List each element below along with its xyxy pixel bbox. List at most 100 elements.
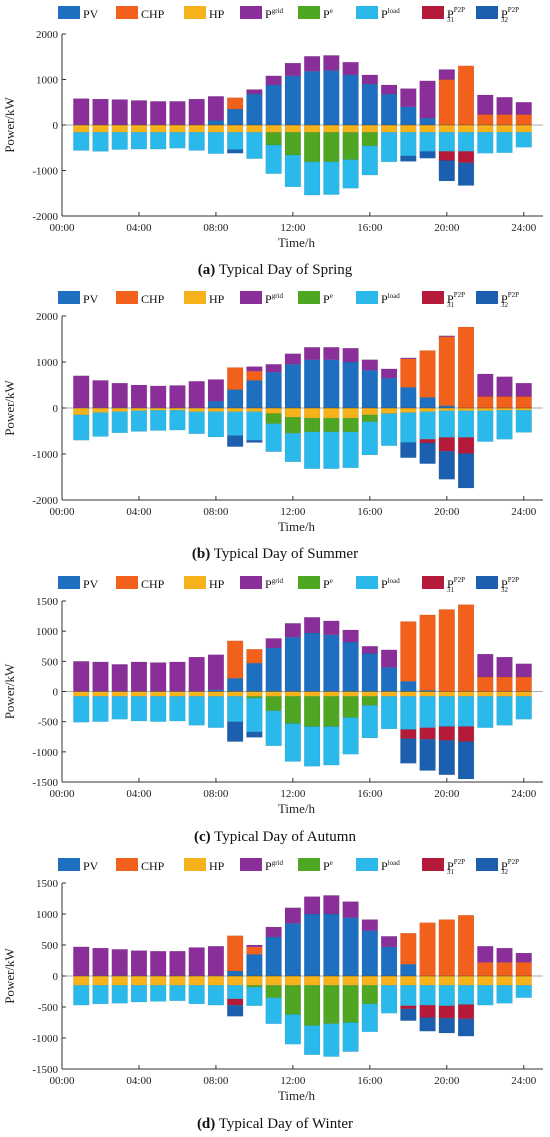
- legend-label-load: Pload: [381, 7, 400, 21]
- bar-HP-h19: [419, 124, 436, 133]
- bar-e-h12: [284, 985, 301, 1015]
- bar-grid-h15: [342, 62, 359, 76]
- legend: PV CHP HP Pgrid Pe Pload PP2P 31 PP2P 32: [58, 291, 519, 309]
- chart-panel-3: PV CHP HP Pgrid Pe Pload PP2P 31 PP2P 32-1500-100…: [2, 576, 543, 845]
- bar-HP-h4: [130, 691, 148, 697]
- bar-grid-h13: [304, 617, 321, 634]
- legend-swatch-CHP: [116, 6, 138, 19]
- bar-HP-h7: [188, 407, 205, 412]
- bar-CHP-h24: [515, 962, 532, 977]
- bar-CHP-h18: [400, 621, 417, 682]
- bar-load-h10: [246, 411, 263, 441]
- bar-grid-h18: [400, 88, 417, 107]
- bar-HP-h9: [227, 691, 244, 697]
- bar-HP-h22: [477, 407, 494, 411]
- bar-PV-h19: [419, 397, 436, 409]
- bar-CHP-h10: [246, 371, 263, 381]
- bar-load-h13: [304, 431, 321, 469]
- bar-CHP-h21: [457, 65, 475, 126]
- x-tick-label: 00:00: [49, 222, 75, 234]
- bar-HP-h2: [92, 407, 109, 413]
- bar-HP-h1: [73, 124, 90, 133]
- bar-grid-h23: [496, 947, 513, 963]
- bar-PV-h10: [246, 380, 263, 409]
- bar-CHP-h19: [419, 614, 436, 691]
- bar-PV-h17: [380, 667, 398, 692]
- bar-PV-h13: [304, 71, 321, 126]
- legend-label-HP: HP: [209, 7, 225, 21]
- bar-load-h3: [111, 132, 128, 150]
- bar-HP-h16: [361, 975, 378, 986]
- bar-CHP-h20: [438, 609, 455, 692]
- legend-sup-text: grid: [272, 577, 284, 585]
- bar-load-h8: [207, 696, 225, 728]
- legend-sup-text: P2P: [508, 858, 519, 866]
- bar-PV-h17: [380, 377, 398, 409]
- bar-PV-h15: [342, 641, 359, 692]
- legend-sup-text: e: [330, 292, 333, 300]
- legend-sup-text: e: [330, 577, 333, 585]
- bar-HP-h23: [496, 124, 513, 133]
- bar-CHP-h24: [515, 676, 532, 692]
- bar-HP-h4: [130, 407, 148, 411]
- y-tick-label: 1000: [36, 357, 59, 369]
- legend-swatch-e: [298, 858, 320, 871]
- bar-HP-h20: [438, 407, 455, 411]
- legend-label-grid: Pgrid: [265, 859, 283, 873]
- bar-CHP-h18: [400, 933, 417, 965]
- legend-label-P32: PP2P 32: [501, 291, 519, 309]
- bar-grid-h7: [188, 656, 205, 692]
- legend-label-CHP: CHP: [141, 7, 165, 21]
- bar-grid-h23: [496, 656, 513, 678]
- y-tick-label: 500: [42, 656, 59, 668]
- bar-grid-h20: [438, 335, 455, 337]
- bar-load-h20: [438, 696, 455, 727]
- caption-letter: (a): [198, 262, 216, 278]
- bar-PV-h13: [304, 632, 321, 692]
- bar-CHP-h22: [477, 114, 494, 126]
- legend-sup-text: e: [330, 859, 333, 867]
- bar-HP-h8: [207, 407, 225, 412]
- legend-swatch-grid: [240, 576, 262, 589]
- bar-load-h1: [73, 985, 90, 1006]
- legend-main-text: P: [447, 292, 454, 306]
- legend-main-text: PV: [83, 292, 99, 306]
- bar-HP-h6: [169, 124, 186, 133]
- x-tick-label: 16:00: [357, 1075, 383, 1087]
- bar-grid-h4: [130, 100, 148, 126]
- legend-main-text: PV: [83, 859, 99, 873]
- bar-e-h11: [265, 413, 282, 424]
- bar-PV-h18: [400, 106, 417, 126]
- bar-grid-h10: [246, 366, 263, 372]
- bar-CHP-h23: [496, 396, 513, 409]
- bar-load-h16: [361, 1003, 378, 1033]
- bar-HP-h12: [284, 975, 301, 986]
- bar-e-h13: [304, 696, 321, 727]
- bar-load-h18: [400, 696, 417, 730]
- bar-load-h2: [92, 985, 109, 1005]
- legend-sup-text: grid: [272, 859, 284, 867]
- bar-P32-h20: [438, 160, 455, 182]
- bar-HP-h19: [419, 691, 436, 697]
- caption-text: Typical Day of Winter: [215, 1116, 353, 1132]
- y-tick-label: -1000: [32, 747, 58, 759]
- bar-grid-h12: [284, 623, 301, 638]
- bar-grid-h2: [92, 947, 109, 977]
- bar-P32-h18: [400, 155, 417, 162]
- bar-CHP-h21: [457, 604, 475, 692]
- bar-P32-h21: [457, 162, 475, 186]
- bar-load-h15: [342, 1022, 359, 1052]
- legend-sub-text: 32: [501, 301, 509, 309]
- bar-e-h16: [361, 696, 378, 706]
- legend: PV CHP HP Pgrid Pe Pload PP2P 31 PP2P 32: [58, 576, 519, 594]
- x-tick-label: 16:00: [357, 506, 383, 518]
- bar-grid-h6: [169, 951, 186, 977]
- bar-grid-h1: [73, 98, 90, 126]
- bar-load-h13: [304, 726, 321, 767]
- bar-e-h14: [323, 985, 340, 1024]
- bar-grid-h8: [207, 654, 225, 690]
- legend-label-P31: PP2P 31: [447, 6, 465, 24]
- bars: [73, 604, 532, 780]
- bar-P32-h10: [246, 731, 263, 738]
- bar-load-h17: [380, 985, 398, 1014]
